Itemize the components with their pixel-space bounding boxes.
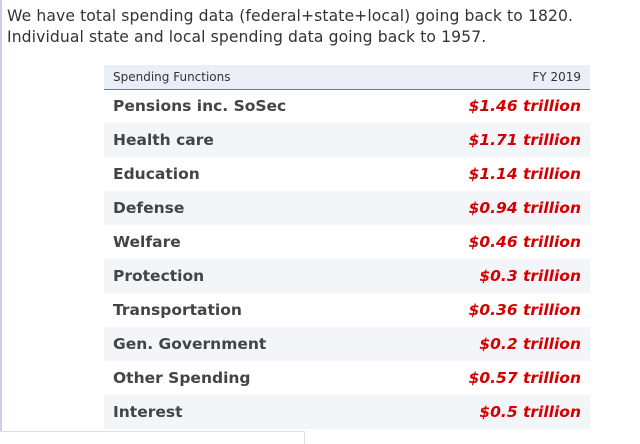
row-function-label: Health care xyxy=(113,131,214,149)
row-spending-value[interactable]: $0.2 trillion xyxy=(479,335,581,353)
table-row: Other Spending $0.57 trillion xyxy=(104,361,590,395)
row-function-label: Transportation xyxy=(113,301,242,319)
table-row: Defense $0.94 trillion xyxy=(104,191,590,225)
row-spending-value[interactable]: $0.46 trillion xyxy=(468,233,581,251)
row-function-label: Pensions inc. SoSec xyxy=(113,97,287,116)
row-function-label: Interest xyxy=(113,403,183,421)
table-row: Gen. Government $0.2 trillion xyxy=(104,327,590,361)
table-row: Education $1.14 trillion xyxy=(104,157,590,191)
row-function-label: Defense xyxy=(113,199,185,217)
header-fy-2019[interactable]: FY 2019 xyxy=(347,65,590,90)
row-spending-value[interactable]: $1.14 trillion xyxy=(468,165,581,183)
intro-line-2: Individual state and local spending data… xyxy=(7,28,487,46)
row-function-label: Other Spending xyxy=(113,369,251,387)
row-spending-value[interactable]: $1.71 trillion xyxy=(468,131,581,149)
row-spending-value[interactable]: $0.3 trillion xyxy=(479,267,581,285)
intro-text: We have total spending data (federal+sta… xyxy=(7,6,632,48)
row-function-label: Gen. Government xyxy=(113,335,267,353)
bottom-panel-edge xyxy=(0,431,305,444)
spending-table: Spending Functions FY 2019 Pensions inc.… xyxy=(104,65,590,429)
row-function-label: Education xyxy=(113,165,200,183)
row-spending-value[interactable]: $0.57 trillion xyxy=(468,369,581,387)
spending-table-container: Spending Functions FY 2019 Pensions inc.… xyxy=(104,65,590,443)
row-spending-value[interactable]: $0.94 trillion xyxy=(468,199,581,217)
row-spending-value[interactable]: $1.46 trillion xyxy=(468,97,581,116)
table-row: Pensions inc. SoSec $1.46 trillion xyxy=(104,89,590,123)
row-function-label: Welfare xyxy=(113,233,181,251)
table-row: Welfare $0.46 trillion xyxy=(104,225,590,259)
left-border-rule xyxy=(0,0,2,443)
table-row: Protection $0.3 trillion xyxy=(104,259,590,293)
table-header-row: Spending Functions FY 2019 xyxy=(104,65,590,90)
intro-line-1: We have total spending data (federal+sta… xyxy=(7,7,574,25)
row-spending-value[interactable]: $0.36 trillion xyxy=(468,301,581,319)
table-row: Interest $0.5 trillion xyxy=(104,395,590,429)
table-row: Health care $1.71 trillion xyxy=(104,123,590,157)
row-spending-value[interactable]: $0.5 trillion xyxy=(479,403,581,421)
table-row: Transportation $0.36 trillion xyxy=(104,293,590,327)
header-spending-functions[interactable]: Spending Functions xyxy=(104,65,347,90)
row-function-label: Protection xyxy=(113,267,205,285)
